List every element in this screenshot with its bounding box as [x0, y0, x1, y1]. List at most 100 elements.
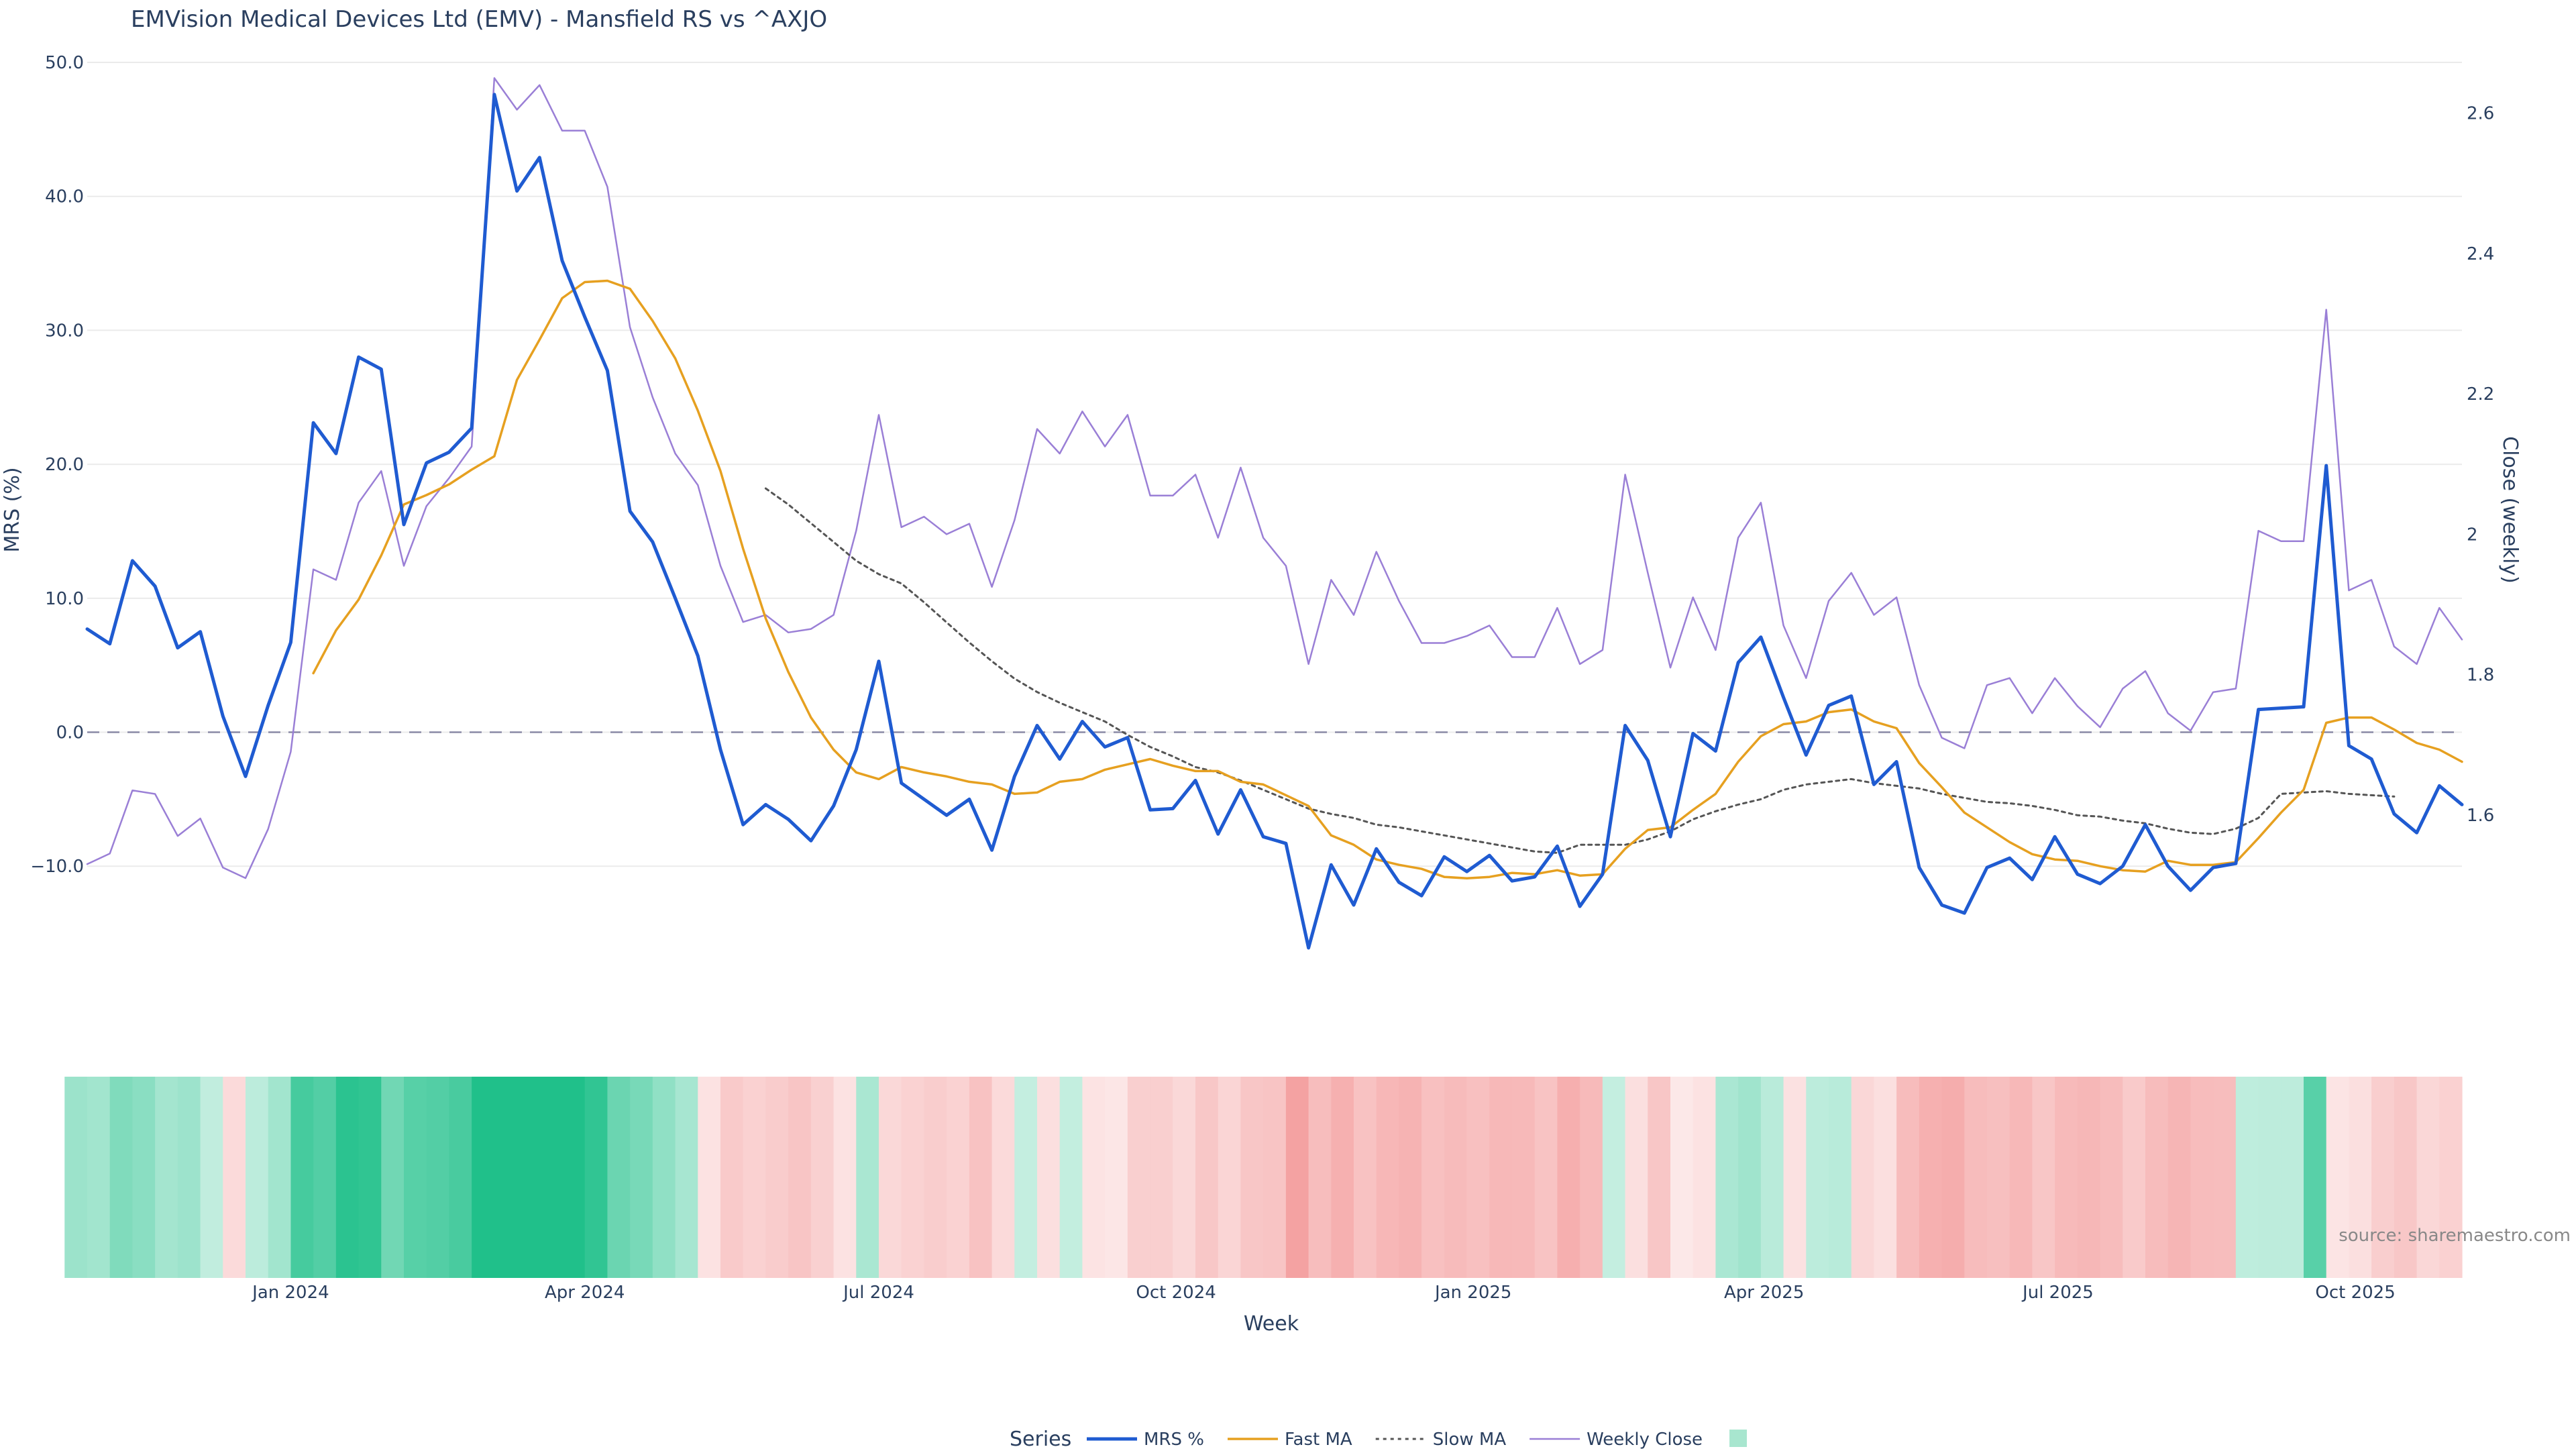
- strip-cell: [1308, 1077, 1332, 1278]
- x-tick-label: Apr 2024: [545, 1283, 625, 1303]
- strip-cell: [1829, 1077, 1852, 1278]
- strip-cell: [494, 1077, 518, 1278]
- strip-cell: [539, 1077, 563, 1278]
- strip-cell: [223, 1077, 246, 1278]
- legend-swatch-strip: [1729, 1430, 1748, 1447]
- strip-cell: [2167, 1077, 2192, 1278]
- strip-cell: [1557, 1077, 1580, 1278]
- strip-cell: [2213, 1077, 2237, 1278]
- strip-cell: [1127, 1077, 1151, 1278]
- x-tick-label: Apr 2025: [1724, 1283, 1804, 1303]
- left-tick-label: 0.0: [56, 723, 84, 743]
- x-tick-label: Oct 2025: [2315, 1283, 2395, 1303]
- strip-cell: [1987, 1077, 2010, 1278]
- strip-cell: [1693, 1077, 1717, 1278]
- strip-cell: [1105, 1077, 1128, 1278]
- series-lines: [85, 77, 2464, 950]
- right-tick-label: 2.6: [2467, 104, 2494, 124]
- strip-cell: [1964, 1077, 1988, 1278]
- strip-cell: [2326, 1077, 2350, 1278]
- strip-cell: [2416, 1077, 2440, 1278]
- strip-cell: [132, 1077, 156, 1278]
- strip-cell: [2439, 1077, 2463, 1278]
- strip-cell: [562, 1077, 586, 1278]
- strip-cell: [1037, 1077, 1061, 1278]
- strip-cell: [720, 1077, 744, 1278]
- strip-cell: [2123, 1077, 2146, 1278]
- strip-cell: [1512, 1077, 1536, 1278]
- strip-cell: [901, 1077, 925, 1278]
- strip-cell: [2304, 1077, 2327, 1278]
- left-tick-label: 30.0: [45, 321, 84, 341]
- series-line-slow-ma: [764, 487, 2396, 854]
- strip-cell: [2281, 1077, 2304, 1278]
- left-tick-label: 20.0: [45, 455, 84, 475]
- strip-cell: [1919, 1077, 1943, 1278]
- y-axis-left-title: MRS (%): [1, 467, 24, 552]
- left-tick-label: 10.0: [45, 589, 84, 609]
- right-tick-label: 1.8: [2467, 665, 2494, 686]
- strip-cell: [1534, 1077, 1558, 1278]
- strip-cell: [2145, 1077, 2169, 1278]
- x-tick-label: Jul 2024: [842, 1283, 914, 1303]
- strip-cell: [991, 1077, 1015, 1278]
- strip-cell: [2077, 1077, 2101, 1278]
- left-axis-ticks: 50.0 40.0 30.0 20.0 10.0 0.0 −10.0: [30, 53, 84, 877]
- strip-cell: [1783, 1077, 1807, 1278]
- strip-cell: [268, 1077, 292, 1278]
- strip-cell: [1851, 1077, 1875, 1278]
- series-line-mrs: [85, 93, 2464, 950]
- strip-cell: [1874, 1077, 1897, 1278]
- legend-label: Weekly Close: [1587, 1430, 1703, 1449]
- strip-cell: [652, 1077, 676, 1278]
- strip-cell: [2235, 1077, 2259, 1278]
- strip-cell: [584, 1077, 608, 1278]
- strip-cell: [607, 1077, 631, 1278]
- strip-cell: [1625, 1077, 1648, 1278]
- strip-cell: [290, 1077, 314, 1278]
- strip-cell: [1014, 1077, 1038, 1278]
- strip-cell: [1806, 1077, 1829, 1278]
- strip-cell: [1760, 1077, 1784, 1278]
- strip-cell: [1648, 1077, 1671, 1278]
- x-tick-label: Oct 2024: [1136, 1283, 1216, 1303]
- strip-cell: [1715, 1077, 1739, 1278]
- strip-cell: [698, 1077, 721, 1278]
- strip-cell: [313, 1077, 337, 1278]
- strip-cell: [426, 1077, 450, 1278]
- strip-cell: [200, 1077, 223, 1278]
- strip-cell: [64, 1077, 88, 1278]
- strip-cell: [2032, 1077, 2055, 1278]
- gridlines: [87, 61, 2462, 867]
- strip-cell: [87, 1077, 111, 1278]
- strip-cell: [1466, 1077, 1490, 1278]
- legend-label: MRS %: [1144, 1430, 1204, 1449]
- strip-cell: [1489, 1077, 1513, 1278]
- strip-cell: [1399, 1077, 1422, 1278]
- strip-cell: [335, 1077, 360, 1278]
- strip-cell: [1285, 1077, 1309, 1278]
- chart-title: EMVision Medical Devices Ltd (EMV) - Man…: [131, 6, 827, 33]
- strip-cell: [1670, 1077, 1694, 1278]
- source-annotation: source: sharemaestro.com: [2339, 1226, 2571, 1246]
- strip-cell: [1263, 1077, 1287, 1278]
- legend-label: Slow MA: [1433, 1430, 1507, 1449]
- strip-cell: [1580, 1077, 1603, 1278]
- strip-cell: [1173, 1077, 1196, 1278]
- strip-cell: [765, 1077, 789, 1278]
- strip-cell: [1421, 1077, 1445, 1278]
- right-tick-label: 2: [2467, 525, 2478, 545]
- strip-cell: [517, 1077, 540, 1278]
- strip-cell: [155, 1077, 178, 1278]
- left-tick-label: 40.0: [45, 187, 84, 207]
- strip-cell: [788, 1077, 812, 1278]
- strip-cell: [1331, 1077, 1354, 1278]
- strip-cell: [947, 1077, 970, 1278]
- strip-cell: [177, 1077, 201, 1278]
- strip-cell: [1240, 1077, 1264, 1278]
- right-tick-label: 1.6: [2467, 806, 2494, 826]
- strip-cell: [381, 1077, 405, 1278]
- series-line-weekly-close: [86, 77, 2463, 879]
- strip-cell: [833, 1077, 857, 1278]
- strip-cell: [1150, 1077, 1173, 1278]
